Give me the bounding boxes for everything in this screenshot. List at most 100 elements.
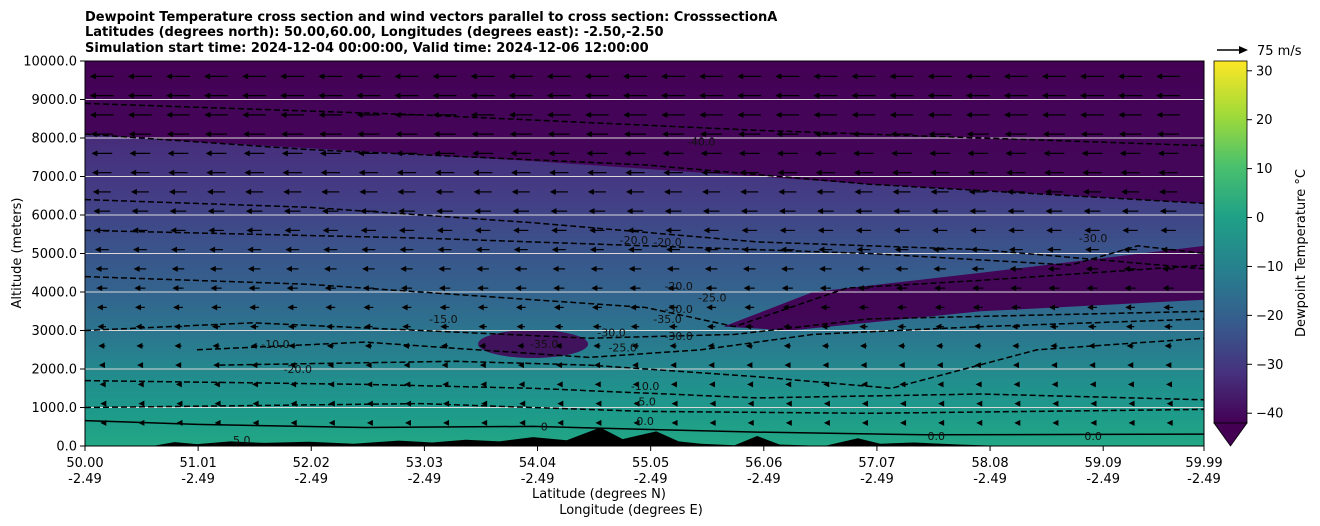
wind-vector-head xyxy=(166,131,173,138)
wind-vector-head xyxy=(813,73,820,80)
wind-vector-head xyxy=(1010,304,1017,311)
wind-vector-head xyxy=(168,169,175,176)
contour-label: 0.0 xyxy=(928,430,946,443)
wind-vector-head xyxy=(776,131,783,138)
wind-vector-head xyxy=(400,265,407,272)
wind-vector-head xyxy=(1052,419,1059,426)
wind-vector-head xyxy=(891,169,898,176)
wind-vector-head xyxy=(516,323,523,330)
wind-vector-head xyxy=(855,227,862,234)
wind-vector-head xyxy=(898,342,905,349)
wind-vector-head xyxy=(742,246,749,253)
wind-vector-head xyxy=(212,342,219,349)
wind-vector-head xyxy=(173,323,180,330)
wind-vector-head xyxy=(632,362,639,369)
wind-vector-head xyxy=(709,400,716,407)
wind-vector-head xyxy=(394,111,401,118)
contour-label: -40.0 xyxy=(687,136,715,149)
wind-vector-head xyxy=(90,111,97,118)
wind-vector-head xyxy=(170,227,177,234)
wind-vector-head xyxy=(898,362,905,369)
wind-vector-head xyxy=(890,131,897,138)
wind-vector-head xyxy=(518,381,525,388)
wind-vector-head xyxy=(284,227,291,234)
wind-vector-head xyxy=(968,188,975,195)
wind-vector-head xyxy=(738,150,745,157)
wind-vector-head xyxy=(252,419,259,426)
wind-vector-head xyxy=(289,362,296,369)
contour-label: -10.0 xyxy=(631,380,659,393)
wind-vector-head xyxy=(971,265,978,272)
x-tick-label-lon: -2.49 xyxy=(294,472,328,487)
wind-vector-head xyxy=(661,92,668,99)
wind-vector-head xyxy=(470,92,477,99)
wind-vector-head xyxy=(746,362,753,369)
wind-vector-head xyxy=(208,227,215,234)
wind-vector-head xyxy=(402,323,409,330)
wind-vector-head xyxy=(1045,208,1052,215)
wind-vector-head xyxy=(747,419,754,426)
wind-vector-head xyxy=(818,246,825,253)
wind-vector-head xyxy=(554,323,561,330)
wind-vector-head xyxy=(90,131,97,138)
wind-vector-head xyxy=(360,227,367,234)
dry-tongue-north xyxy=(723,245,1204,331)
wind-vector-head xyxy=(974,342,981,349)
wind-vector-head xyxy=(965,73,972,80)
wind-vector-head xyxy=(242,92,249,99)
wind-vector-head xyxy=(1046,246,1053,253)
wind-vector-head xyxy=(861,419,868,426)
wind-vector-head xyxy=(290,419,297,426)
wind-vector-head xyxy=(1156,92,1163,99)
wind-vector-head xyxy=(138,419,145,426)
wind-vector-head xyxy=(246,227,253,234)
wind-vector-head xyxy=(89,73,96,80)
wind-vector-head xyxy=(1118,131,1125,138)
wind-vector-head xyxy=(897,323,904,330)
wind-vector-head xyxy=(357,131,364,138)
wind-vector-head xyxy=(360,208,367,215)
wind-vector-head xyxy=(813,111,820,118)
wind-vector-head xyxy=(1042,131,1049,138)
wind-vector-head xyxy=(1079,73,1086,80)
wind-vector-head xyxy=(403,362,410,369)
wind-vector-head xyxy=(896,304,903,311)
wind-vector-head xyxy=(775,73,782,80)
wind-vector-head xyxy=(628,265,635,272)
wind-vector-head xyxy=(366,419,373,426)
wind-vector-head xyxy=(169,208,176,215)
wind-vector-head xyxy=(1052,400,1059,407)
wind-vector-head xyxy=(889,92,896,99)
wind-vector-head xyxy=(438,265,445,272)
wind-vector-head xyxy=(975,381,982,388)
wind-vector-head xyxy=(127,92,134,99)
wind-vector-head xyxy=(1048,285,1055,292)
wind-vector-head xyxy=(436,208,443,215)
x-axis-label-longitude: Longitude (degrees E) xyxy=(559,503,703,518)
wind-vector-head xyxy=(1046,227,1053,234)
wind-vector-head xyxy=(739,169,746,176)
wind-vector-head xyxy=(432,111,439,118)
wind-vector-head xyxy=(244,169,251,176)
wind-vector-head xyxy=(591,285,598,292)
x-tick-label-lat: 56.06 xyxy=(745,456,782,471)
wind-vector-head xyxy=(510,150,517,157)
wind-vector-head xyxy=(894,246,901,253)
wind-vector-head xyxy=(173,304,180,311)
wind-vector-head xyxy=(781,285,788,292)
wind-vector-head xyxy=(1123,265,1130,272)
wind-vector-head xyxy=(938,419,945,426)
wind-vector-head xyxy=(970,246,977,253)
wind-vector-head xyxy=(210,285,217,292)
wind-vector-head xyxy=(815,150,822,157)
x-tick-label-lon: -2.49 xyxy=(1187,472,1221,487)
wind-vector-head xyxy=(970,227,977,234)
wind-vector-head xyxy=(927,92,934,99)
wind-vector-head xyxy=(440,323,447,330)
wind-vector-head xyxy=(288,342,295,349)
wind-vector-head xyxy=(97,323,104,330)
wind-vector-head xyxy=(932,227,939,234)
x-tick-label-lat: 59.99 xyxy=(1185,456,1222,471)
quiver-key-arrowhead xyxy=(1239,46,1248,54)
wind-vector-head xyxy=(936,342,943,349)
